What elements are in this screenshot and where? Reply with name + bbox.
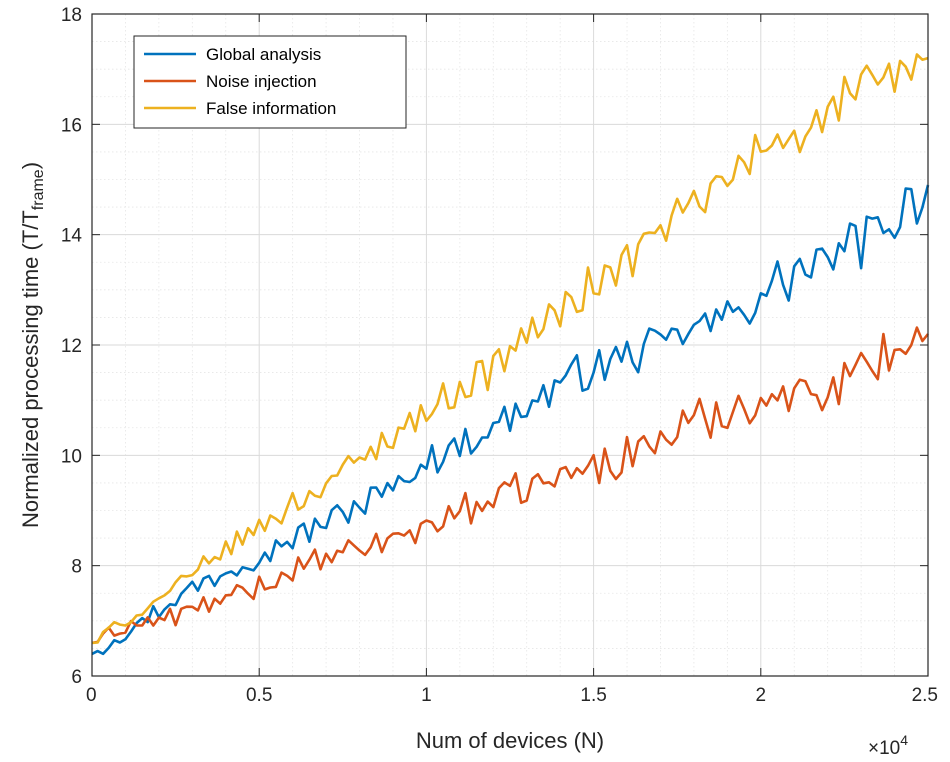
x-tick-label: 0 [86, 685, 97, 706]
y-axis-label: Normalized processing time (T/Tframe) [18, 162, 47, 528]
x-axis-label: Num of devices (N) [416, 728, 604, 753]
legend: Global analysis Noise injection False info… [133, 35, 407, 129]
series-line-2 [91, 326, 930, 645]
x-tick-labels: 0 0.5 1 1.5 2 2.5 [86, 685, 938, 706]
y-tick-label: 18 [61, 5, 82, 26]
series-layer [91, 53, 930, 656]
ticks-layer [91, 13, 929, 677]
x-tick-label: 1.5 [580, 685, 606, 706]
y-tick-label: 6 [71, 667, 82, 688]
series-line-1 [91, 184, 930, 656]
legend-label-3: False information [206, 99, 336, 118]
x-axis-multiplier: ×104 [868, 732, 908, 759]
series-line-3 [91, 53, 929, 645]
legend-label-1: Global analysis [206, 45, 321, 64]
x-tick-label: 2 [756, 685, 767, 706]
y-tick-label: 12 [61, 336, 82, 357]
x-tick-label: 0.5 [246, 685, 272, 706]
x-multiplier-exponent: 4 [900, 732, 908, 748]
y-tick-label: 14 [61, 226, 83, 247]
minor-grid [92, 14, 928, 676]
y-label-main: Normalized processing time (T/T [18, 210, 43, 528]
y-tick-label: 16 [61, 115, 82, 136]
y-tick-label: 10 [61, 446, 82, 467]
x-tick-label: 1 [421, 685, 432, 706]
y-label-close: ) [18, 162, 43, 169]
y-tick-label: 8 [71, 557, 82, 578]
x-multiplier-base: ×10 [868, 738, 900, 759]
y-label-subscript: frame [30, 169, 47, 210]
x-tick-label: 2.5 [912, 685, 938, 706]
y-tick-labels: 6 8 10 12 14 16 18 [61, 5, 83, 688]
legend-label-2: Noise injection [206, 72, 317, 91]
